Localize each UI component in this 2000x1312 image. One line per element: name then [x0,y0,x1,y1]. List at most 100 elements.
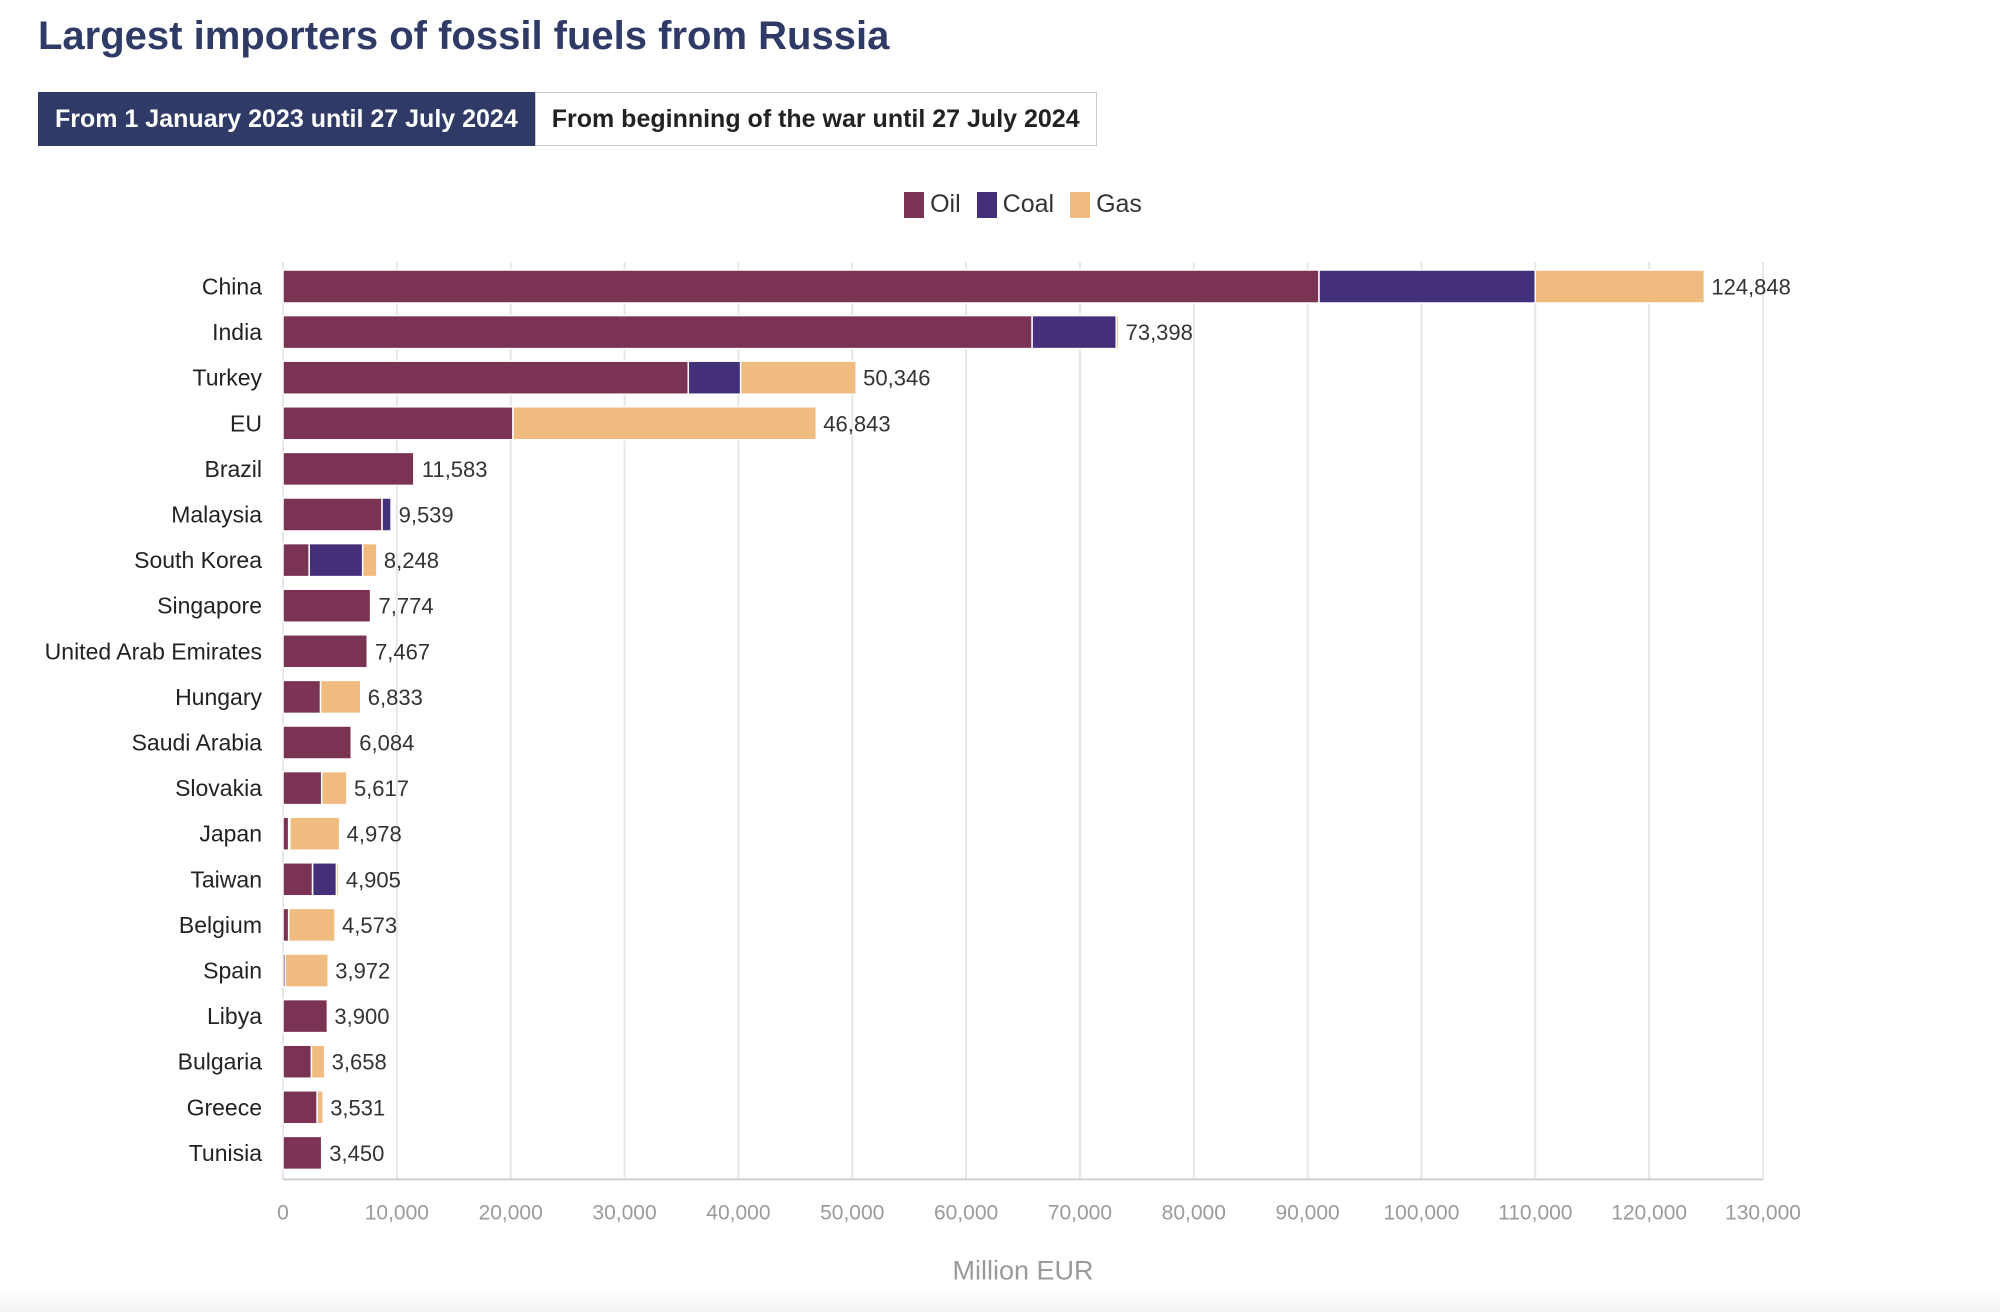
category-label: Tunisia [189,1140,262,1166]
total-value-label: 7,467 [375,639,430,664]
x-tick-label: 120,000 [1611,1201,1687,1224]
x-tick-label: 60,000 [934,1201,998,1224]
oil-swatch [904,191,925,218]
x-tick-label: 10,000 [365,1201,429,1224]
bar-segment-gas [366,634,369,669]
legend-label-gas: Gas [1096,190,1142,218]
x-tick-label: 110,000 [1498,1201,1572,1224]
total-value-label: 6,084 [359,731,414,756]
footer-fade [0,1290,2000,1312]
total-value-label: 46,843 [823,411,890,436]
page-title: Largest importers of fossil fuels from R… [38,14,890,58]
bar-segment-oil [282,862,314,897]
bar-segment-gas [310,1044,326,1079]
total-value-label: 3,450 [329,1141,384,1166]
category-label: Libya [207,1003,262,1029]
category-label: Japan [199,821,262,847]
total-value-label: 8,248 [384,548,439,573]
bar-segment-oil [282,816,290,851]
bar-segment-oil [282,998,329,1034]
bar-segment-coal [1031,314,1118,350]
total-value-label: 5,617 [354,776,409,801]
bar-segment-oil [282,770,323,806]
x-tick-label: 50,000 [820,1201,884,1224]
bar-segment-oil [282,360,690,395]
toggle-since-2023-button[interactable]: From 1 January 2023 until 27 July 2024 [38,92,535,146]
bar-segment-oil [282,314,1033,350]
bar-segment-gas [289,816,341,851]
category-label: EU [230,410,262,436]
bar-segment-oil [282,1135,323,1171]
bar-segment-oil [282,451,415,487]
chart-legend: Oil Coal Gas [0,190,2000,219]
category-label: Malaysia [171,502,262,528]
bar-segment-oil [282,679,322,715]
total-value-label: 3,531 [330,1095,385,1120]
bar-segment-gas [739,360,857,395]
x-tick-label: 130,000 [1725,1201,1801,1224]
category-label: Bulgaria [178,1049,263,1075]
bar-segment-gas [320,1135,324,1171]
legend-item-coal[interactable]: Coal [976,190,1055,219]
category-label: Brazil [204,456,262,482]
x-tick-label: 80,000 [1162,1201,1226,1224]
bar-segment-gas [319,679,362,715]
total-value-label: 4,978 [347,822,402,847]
bar-segment-gas [512,406,818,441]
bar-segment-oil [282,907,290,943]
period-toggle: From 1 January 2023 until 27 July 2024 F… [38,92,1097,146]
bar-segment-oil [282,634,368,669]
category-label: United Arab Emirates [45,638,262,664]
bar-segment-coal [308,542,364,578]
bar-segment-coal [1318,269,1537,304]
bar-segment-oil [282,542,310,578]
bar-segment-oil [282,588,372,623]
bar-segment-oil [282,497,383,532]
category-label: Greece [187,1094,262,1120]
bar-segment-gas [316,1090,324,1125]
bar-segment-gas [350,725,354,760]
bar-segment-oil [282,1044,313,1079]
total-value-label: 3,900 [334,1004,389,1029]
bar-segment-coal [311,862,338,897]
category-label: Singapore [157,593,262,619]
bar-segment-oil [282,725,353,760]
category-label: Taiwan [190,866,262,892]
bar-segment-coal [687,360,742,395]
bar-segment-gas [284,953,329,988]
category-label: Turkey [193,365,263,391]
x-tick-label: 40,000 [706,1201,770,1224]
toggle-since-war-button[interactable]: From beginning of the war until 27 July … [534,92,1097,146]
bar-segment-gas [1534,269,1706,304]
legend-item-oil[interactable]: Oil [904,190,961,219]
total-value-label: 9,539 [399,503,454,528]
bar-segment-gas [335,862,340,897]
legend-item-gas[interactable]: Gas [1070,190,1142,219]
category-label: Spain [203,958,262,984]
total-value-label: 50,346 [863,366,930,391]
total-value-label: 6,833 [368,685,423,710]
bar-segment-gas [287,907,336,943]
bar-segment-gas [413,451,416,487]
total-value-label: 11,583 [422,457,488,482]
bar-segment-gas [320,770,348,806]
category-label: India [212,319,262,345]
total-value-label: 124,848 [1711,275,1791,300]
x-tick-label: 0 [277,1201,289,1224]
x-axis-title: Million EUR [952,1255,1093,1285]
bar-segment-oil [282,406,514,441]
category-label: Belgium [179,912,262,938]
category-label: Slovakia [175,775,262,801]
category-label: Saudi Arabia [132,730,263,756]
legend-label-coal: Coal [1002,190,1055,218]
gas-swatch [1070,191,1091,218]
bar-segment-gas [369,588,373,623]
x-tick-label: 90,000 [1275,1201,1339,1224]
bar-segment-gas [1115,314,1120,350]
bar-segment-oil [282,269,1320,304]
bar-segment-oil [282,1090,318,1125]
total-value-label: 73,398 [1126,320,1193,345]
x-tick-label: 70,000 [1048,1201,1112,1224]
bar-segment-gas [361,542,378,578]
total-value-label: 3,658 [332,1050,387,1075]
